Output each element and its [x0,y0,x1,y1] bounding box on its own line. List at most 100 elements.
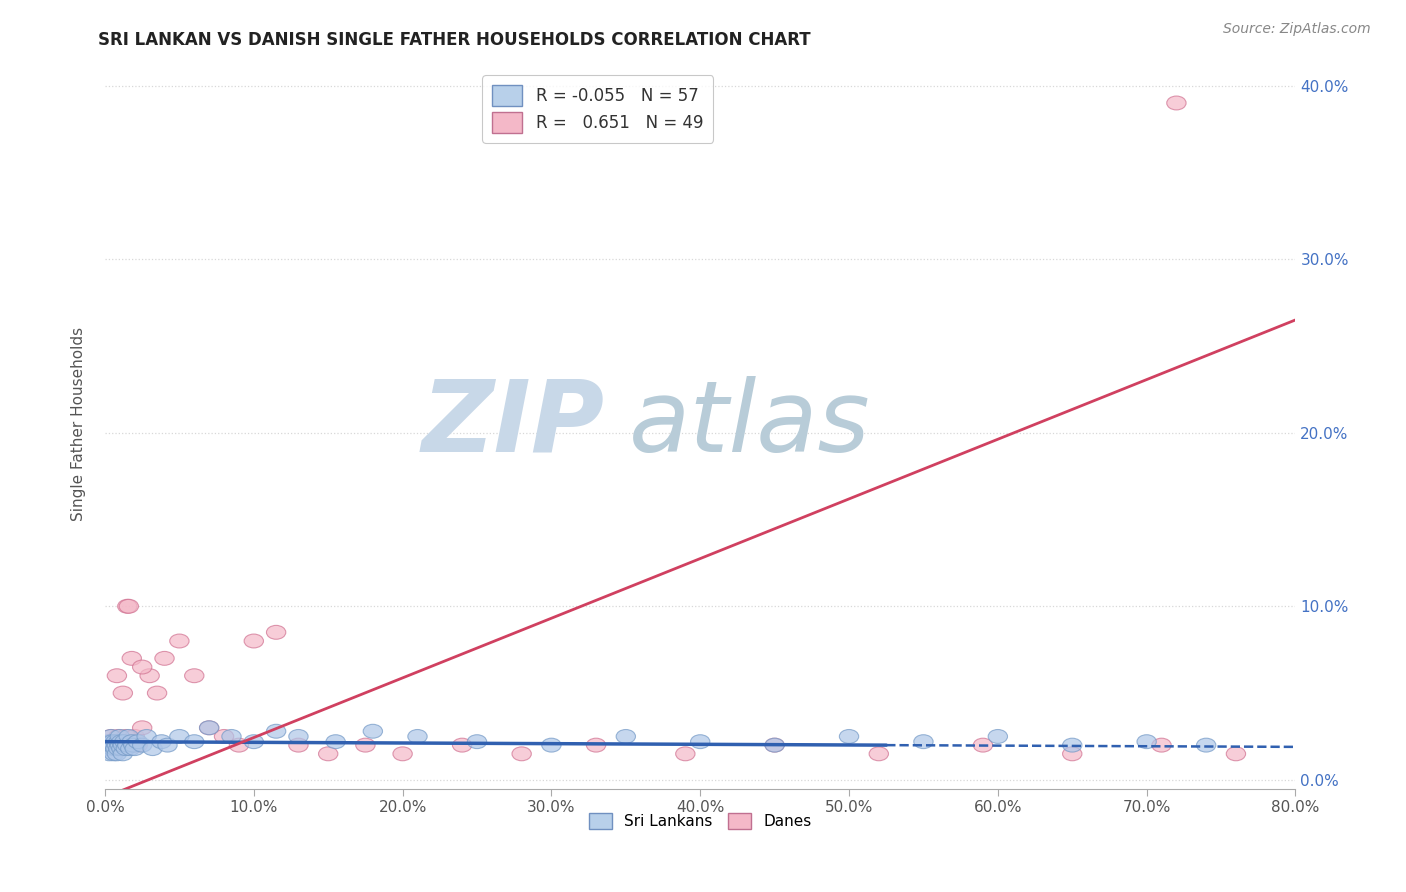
Ellipse shape [105,735,125,748]
Ellipse shape [108,735,128,748]
Ellipse shape [839,730,859,743]
Ellipse shape [200,721,219,735]
Ellipse shape [245,735,263,748]
Ellipse shape [1137,735,1156,748]
Ellipse shape [107,669,127,682]
Ellipse shape [117,730,135,743]
Ellipse shape [363,724,382,739]
Text: ZIP: ZIP [422,376,605,473]
Ellipse shape [690,735,710,748]
Ellipse shape [98,741,118,756]
Ellipse shape [288,739,308,752]
Ellipse shape [107,739,127,752]
Text: SRI LANKAN VS DANISH SINGLE FATHER HOUSEHOLDS CORRELATION CHART: SRI LANKAN VS DANISH SINGLE FATHER HOUSE… [98,31,811,49]
Ellipse shape [288,730,308,743]
Ellipse shape [100,735,120,748]
Ellipse shape [118,739,136,752]
Ellipse shape [103,741,122,756]
Ellipse shape [512,747,531,761]
Ellipse shape [105,735,125,748]
Ellipse shape [107,739,127,752]
Ellipse shape [245,634,263,648]
Text: Source: ZipAtlas.com: Source: ZipAtlas.com [1223,22,1371,37]
Ellipse shape [467,735,486,748]
Ellipse shape [132,739,152,752]
Ellipse shape [184,669,204,682]
Ellipse shape [184,735,204,748]
Ellipse shape [121,741,141,756]
Ellipse shape [101,730,121,743]
Ellipse shape [115,739,134,752]
Ellipse shape [170,730,188,743]
Ellipse shape [143,741,162,756]
Ellipse shape [111,741,131,756]
Ellipse shape [453,739,472,752]
Ellipse shape [148,686,167,700]
Ellipse shape [122,735,142,748]
Ellipse shape [1063,747,1083,761]
Ellipse shape [97,739,117,752]
Ellipse shape [125,741,145,756]
Ellipse shape [122,651,142,665]
Ellipse shape [326,735,346,748]
Ellipse shape [1197,739,1216,752]
Ellipse shape [676,747,695,761]
Ellipse shape [125,730,145,743]
Ellipse shape [869,747,889,761]
Ellipse shape [107,747,127,761]
Ellipse shape [110,735,129,748]
Ellipse shape [100,735,120,748]
Ellipse shape [104,739,124,752]
Ellipse shape [104,741,124,756]
Ellipse shape [222,730,242,743]
Ellipse shape [392,747,412,761]
Ellipse shape [765,739,785,752]
Ellipse shape [111,735,131,748]
Ellipse shape [200,721,219,735]
Ellipse shape [110,739,129,752]
Ellipse shape [124,739,143,752]
Ellipse shape [112,739,132,752]
Ellipse shape [128,739,148,752]
Ellipse shape [586,739,606,752]
Ellipse shape [973,739,993,752]
Ellipse shape [112,747,132,761]
Ellipse shape [111,741,131,756]
Ellipse shape [110,730,129,743]
Ellipse shape [319,747,337,761]
Ellipse shape [1063,739,1083,752]
Ellipse shape [356,739,375,752]
Legend: Sri Lankans, Danes: Sri Lankans, Danes [583,807,817,836]
Ellipse shape [155,651,174,665]
Ellipse shape [229,739,249,752]
Ellipse shape [112,686,132,700]
Text: atlas: atlas [628,376,870,473]
Ellipse shape [108,730,128,743]
Ellipse shape [103,735,122,748]
Y-axis label: Single Father Households: Single Father Households [72,327,86,521]
Ellipse shape [101,730,121,743]
Ellipse shape [136,730,156,743]
Ellipse shape [104,747,124,761]
Ellipse shape [132,660,152,674]
Ellipse shape [120,599,138,613]
Ellipse shape [115,735,134,748]
Ellipse shape [157,739,177,752]
Ellipse shape [112,735,132,748]
Ellipse shape [170,634,188,648]
Ellipse shape [108,741,128,756]
Ellipse shape [105,741,125,756]
Ellipse shape [141,669,159,682]
Ellipse shape [101,739,121,752]
Ellipse shape [541,739,561,752]
Ellipse shape [765,739,785,752]
Ellipse shape [267,724,285,739]
Ellipse shape [97,739,117,752]
Ellipse shape [214,730,233,743]
Ellipse shape [1167,96,1187,110]
Ellipse shape [120,730,138,743]
Ellipse shape [408,730,427,743]
Ellipse shape [132,721,152,735]
Ellipse shape [118,599,136,613]
Ellipse shape [103,739,122,752]
